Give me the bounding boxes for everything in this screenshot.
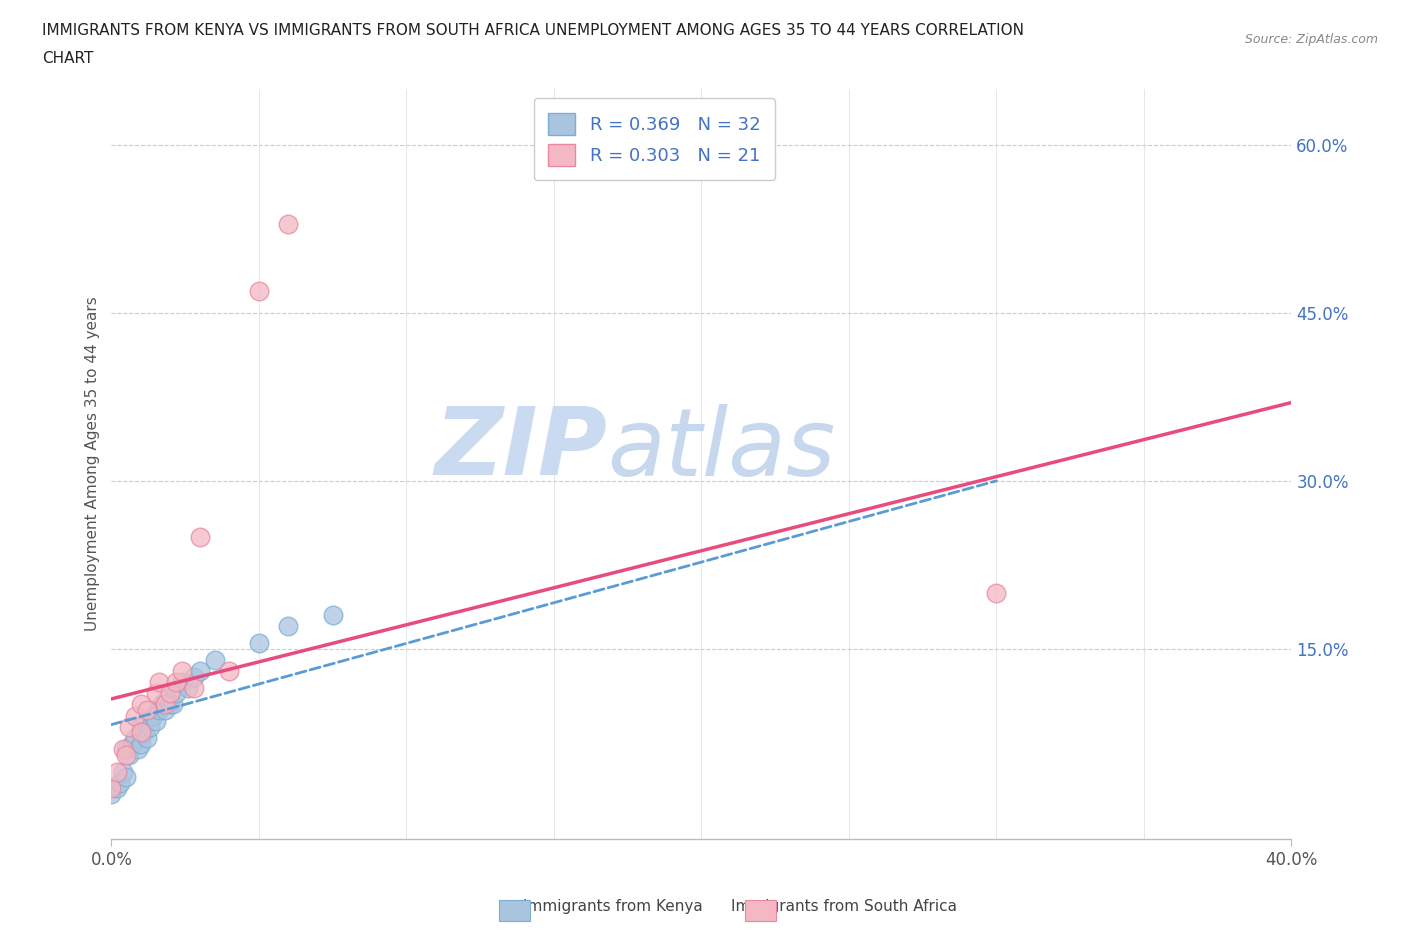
Point [172, 663, 194, 678]
Point [135, 703, 157, 718]
Point [142, 709, 165, 724]
Point [135, 731, 157, 746]
Y-axis label: Unemployment Among Ages 35 to 44 years: Unemployment Among Ages 35 to 44 years [86, 297, 100, 631]
Point [322, 607, 344, 622]
Point [204, 652, 226, 667]
Text: atlas: atlas [607, 404, 835, 495]
Point [145, 685, 167, 700]
Text: CHART: CHART [42, 51, 94, 66]
Text: Immigrants from South Africa: Immigrants from South Africa [731, 899, 957, 914]
Point [139, 720, 162, 735]
Legend: R = 0.369   N = 32, R = 0.303   N = 21: R = 0.369 N = 32, R = 0.303 N = 21 [534, 99, 775, 180]
Point [129, 720, 152, 735]
Point [218, 663, 240, 678]
Point [118, 748, 141, 763]
Point [159, 698, 181, 712]
Point [148, 674, 170, 689]
Point [129, 725, 152, 740]
Point [105, 764, 128, 779]
Point [986, 585, 1008, 600]
Point [159, 685, 181, 700]
Point [183, 669, 205, 684]
Point [124, 731, 146, 746]
Text: ZIP: ZIP [434, 403, 607, 495]
Point [153, 698, 176, 712]
Point [115, 748, 138, 763]
Point [112, 764, 135, 779]
Point [277, 216, 299, 231]
Point [188, 663, 211, 678]
Text: Immigrants from Kenya: Immigrants from Kenya [523, 899, 703, 914]
Point [247, 284, 270, 299]
Point [124, 709, 146, 724]
Point [115, 742, 138, 757]
Point [165, 685, 187, 700]
Point [177, 680, 200, 695]
Point [127, 742, 149, 757]
Point [110, 776, 132, 790]
Point [150, 698, 173, 712]
Point [247, 635, 270, 650]
Point [183, 680, 205, 695]
Text: Source: ZipAtlas.com: Source: ZipAtlas.com [1244, 33, 1378, 46]
Point [156, 692, 179, 707]
Point [148, 703, 170, 718]
Point [172, 674, 194, 689]
Point [188, 529, 211, 544]
Point [115, 770, 138, 785]
Point [105, 781, 128, 796]
Point [162, 698, 184, 712]
Point [165, 674, 187, 689]
Point [100, 787, 122, 802]
Point [129, 737, 152, 751]
Text: IMMIGRANTS FROM KENYA VS IMMIGRANTS FROM SOUTH AFRICA UNEMPLOYMENT AMONG AGES 35: IMMIGRANTS FROM KENYA VS IMMIGRANTS FROM… [42, 23, 1024, 38]
Point [153, 703, 176, 718]
Point [118, 720, 141, 735]
Point [129, 698, 152, 712]
Point [112, 742, 135, 757]
Point [132, 725, 155, 740]
Point [100, 781, 122, 796]
Point [145, 714, 167, 729]
Point [277, 618, 299, 633]
Point [121, 737, 143, 751]
